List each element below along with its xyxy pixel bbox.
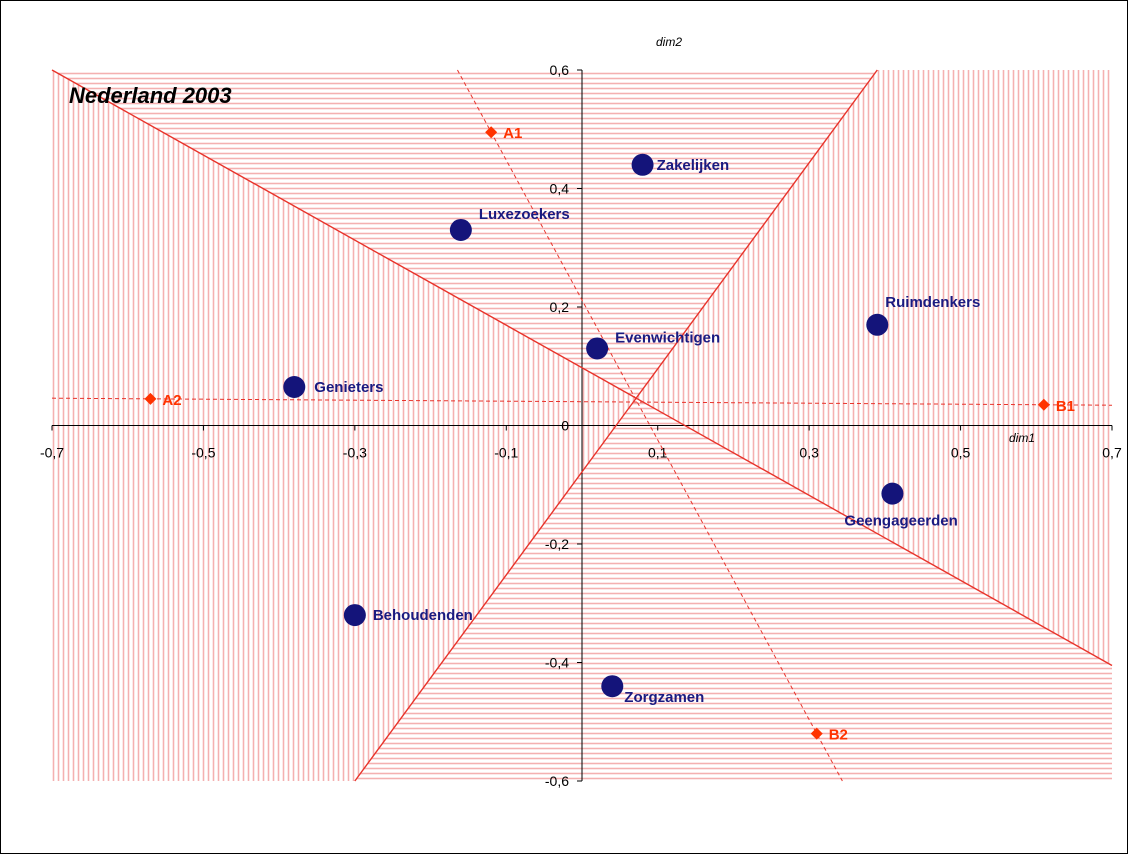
segment-marker-geengageerden: [881, 482, 904, 505]
ref-point-b1: [1037, 398, 1050, 411]
segment-marker-evenwichtigen: [586, 337, 609, 360]
ref-label-b2: B2: [829, 727, 848, 744]
y-tick-label: -0,2: [545, 536, 569, 552]
segment-marker-behoudenden: [343, 604, 366, 627]
ref-label-b1: B1: [1056, 398, 1075, 415]
segment-label-genieters: Genieters: [314, 379, 383, 396]
y-tick-label: 0,2: [550, 299, 570, 315]
segment-marker-genieters: [283, 375, 306, 398]
segment-label-evenwichtigen: Evenwichtigen: [615, 329, 720, 346]
x-tick-label: -0,3: [343, 445, 367, 461]
ref-label-a1: A1: [503, 125, 522, 142]
dashed-line-a2-b1: [51, 397, 1113, 406]
segment-label-luxezoekers: Luxezoekers: [479, 206, 570, 223]
dashed-line-a1-b2: [457, 69, 843, 782]
segment-marker-zorgzamen: [601, 675, 624, 698]
solid-line-1: [51, 69, 1113, 667]
segment-label-geengageerden: Geengageerden: [844, 513, 957, 530]
y-axis-title: dim2: [656, 35, 682, 49]
region-bottom: [354, 398, 1112, 781]
x-tick-label: -0,1: [494, 445, 518, 461]
y-tick-label: 0,6: [550, 62, 570, 78]
x-tick-label: 0,5: [951, 445, 971, 461]
ref-point-b2: [810, 727, 823, 740]
y-tick-label: 0,4: [550, 181, 570, 197]
segment-marker-zakelijken: [631, 153, 654, 176]
chart-title: Nederland 2003: [69, 83, 232, 108]
ref-point-a1: [485, 126, 498, 139]
segment-label-ruimdenkers: Ruimdenkers: [885, 294, 980, 311]
segment-label-zakelijken: Zakelijken: [657, 157, 730, 174]
ref-point-a2: [144, 392, 157, 405]
x-tick-label: -0,5: [191, 445, 215, 461]
x-tick-label: -0,7: [40, 445, 64, 461]
y-tick-label: -0,4: [545, 655, 569, 671]
segment-marker-ruimdenkers: [866, 313, 889, 336]
y-tick-label: 0: [561, 418, 569, 434]
solid-line-2: [354, 69, 878, 782]
region-right: [636, 70, 1112, 666]
segment-marker-luxezoekers: [449, 218, 472, 241]
x-axis-title: dim1: [1009, 431, 1035, 445]
segment-label-behoudenden: Behoudenden: [373, 607, 473, 624]
y-tick-label: -0,6: [545, 773, 569, 789]
x-tick-label: 0,7: [1102, 445, 1122, 461]
x-tick-label: 0,3: [799, 445, 819, 461]
ref-label-a2: A2: [162, 392, 181, 409]
segment-label-zorgzamen: Zorgzamen: [624, 689, 704, 706]
